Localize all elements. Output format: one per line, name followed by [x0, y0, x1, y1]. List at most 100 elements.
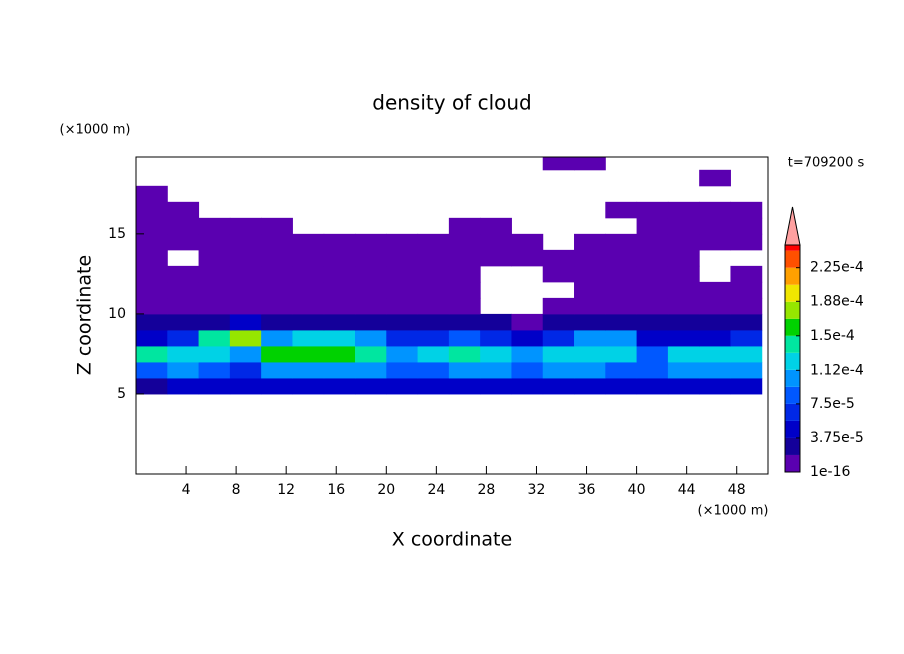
- contour-cell: [605, 233, 638, 251]
- contour-cell: [699, 297, 731, 315]
- contour-cell: [730, 233, 763, 251]
- x-tick-label: 4: [182, 482, 191, 498]
- contour-cell: [605, 201, 638, 219]
- contour-cell: [292, 297, 325, 315]
- x-axis-label: X coordinate: [392, 529, 512, 551]
- contour-cell: [480, 329, 512, 347]
- contour-cell: [542, 329, 575, 347]
- contour-cell: [574, 249, 606, 267]
- contour-cell: [730, 361, 763, 379]
- contour-cell: [542, 157, 575, 171]
- contour-cell: [667, 313, 700, 331]
- contour-cell: [229, 313, 262, 331]
- contour-cell: [667, 361, 700, 379]
- contour-cell: [511, 249, 544, 267]
- y-tick-label: 5: [117, 386, 126, 402]
- contour-cell: [574, 361, 606, 379]
- contour-cell: [136, 329, 168, 347]
- contour-cell: [667, 265, 700, 283]
- contour-cell: [605, 249, 638, 267]
- contour-cell: [167, 297, 200, 315]
- contour-cell: [167, 265, 200, 283]
- contour-cell: [292, 265, 325, 283]
- contour-cell: [355, 345, 387, 363]
- contour-cell: [667, 377, 700, 395]
- contour-cell: [136, 185, 168, 203]
- x-unit: (×1000 m): [698, 504, 769, 519]
- contour-cell: [699, 361, 731, 379]
- contour-cell: [323, 345, 356, 363]
- contour-cell: [167, 345, 200, 363]
- contour-cell: [198, 281, 231, 299]
- x-tick-label: 8: [232, 482, 241, 498]
- contour-cell: [323, 281, 356, 299]
- contour-cell: [480, 345, 512, 363]
- contour-cell: [480, 361, 512, 379]
- contour-cell: [292, 361, 325, 379]
- contour-cell: [480, 377, 512, 395]
- contour-cell: [198, 345, 231, 363]
- contour-cell: [605, 297, 638, 315]
- colorbar-band: [785, 301, 800, 319]
- contour-cell: [167, 233, 200, 251]
- x-tick-label: 48: [728, 482, 746, 498]
- contour-cell: [167, 313, 200, 331]
- contour-cell: [323, 249, 356, 267]
- contour-cell: [605, 329, 638, 347]
- contour-cell: [386, 361, 419, 379]
- contour-cell: [480, 249, 512, 267]
- contour-cell: [636, 377, 669, 395]
- contour-cell: [136, 217, 168, 235]
- colorbar-tick-label: 7.5e-5: [810, 396, 855, 412]
- x-tick-label: 44: [678, 482, 696, 498]
- contour-cell: [355, 313, 387, 331]
- x-tick-label: 40: [628, 482, 646, 498]
- contour-cell: [229, 249, 262, 267]
- contour-cell: [292, 345, 325, 363]
- contour-cell: [417, 361, 450, 379]
- contour-cell: [699, 217, 731, 235]
- contour-cell: [574, 233, 606, 251]
- contour-cell: [198, 329, 231, 347]
- contour-cell: [386, 233, 419, 251]
- contour-cell: [229, 265, 262, 283]
- contour-cell: [323, 361, 356, 379]
- x-tick-label: 16: [327, 482, 345, 498]
- contour-cell: [229, 329, 262, 347]
- contour-cell: [448, 329, 481, 347]
- contour-cell: [292, 313, 325, 331]
- contour-cell: [730, 329, 763, 347]
- contour-cell: [417, 265, 450, 283]
- contour-cell: [323, 329, 356, 347]
- contour-cell: [136, 249, 168, 267]
- contour-cell: [417, 313, 450, 331]
- y-unit: (×1000 m): [60, 123, 131, 138]
- contour-cell: [198, 297, 231, 315]
- contour-cell: [636, 217, 669, 235]
- contour-cell: [386, 297, 419, 315]
- contour-cell: [730, 345, 763, 363]
- colorbar-tick-label: 2.25e-4: [810, 260, 864, 276]
- contour-cell: [167, 201, 200, 219]
- contour-cell: [511, 233, 544, 251]
- contour-cell: [198, 265, 231, 283]
- contour-cell: [448, 313, 481, 331]
- time-label: t=709200 s: [788, 156, 865, 171]
- contour-cell: [605, 281, 638, 299]
- y-tick-label: 10: [108, 306, 126, 322]
- colorbar-frame: [784, 244, 801, 473]
- contour-cell: [574, 313, 606, 331]
- contour-cell: [229, 217, 262, 235]
- colorbar-extend: [784, 206, 801, 246]
- contour-cell: [136, 265, 168, 283]
- contour-cell: [261, 233, 293, 251]
- contour-cell: [198, 217, 231, 235]
- contour-cell: [699, 169, 731, 187]
- contour-cell: [448, 281, 481, 299]
- contour-cell: [448, 217, 481, 235]
- contour-cell: [448, 297, 481, 315]
- x-tick-label: 32: [528, 482, 546, 498]
- contour-cell: [636, 361, 669, 379]
- contour-cell: [167, 329, 200, 347]
- contour-cell: [542, 361, 575, 379]
